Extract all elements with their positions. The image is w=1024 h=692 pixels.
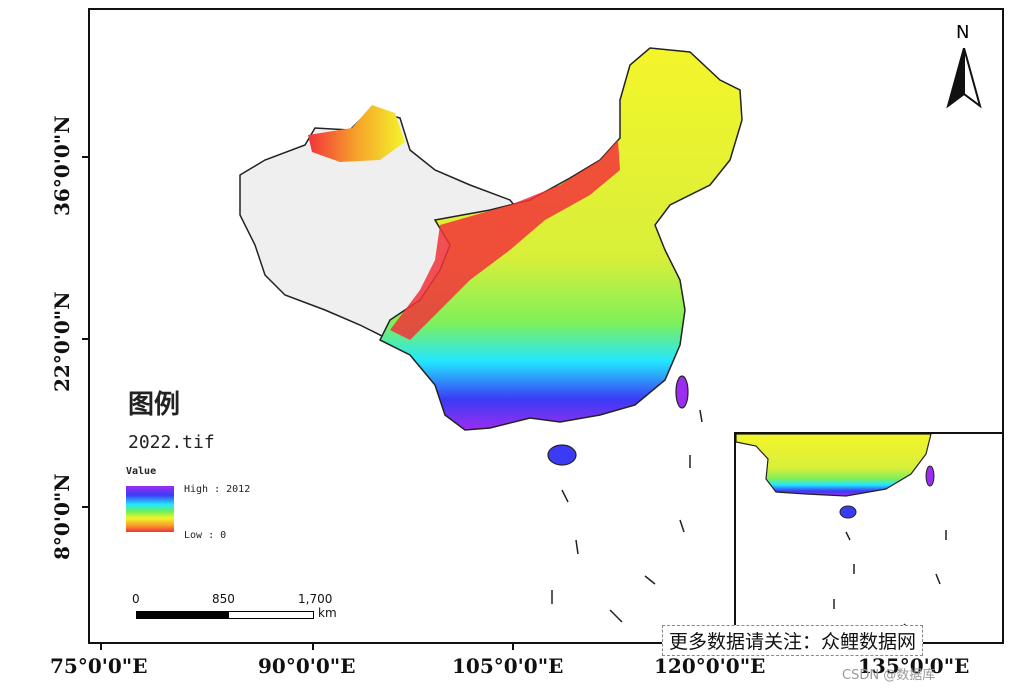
lon-tick: [100, 644, 102, 650]
northern-band-region: [390, 140, 620, 340]
legend-low-label: Low : 0: [184, 530, 227, 541]
north-arrow: N: [944, 22, 984, 110]
lon-label-120: 120°0'0"E: [654, 654, 766, 678]
nine-dash-line: [551, 409, 703, 623]
lat-label-36: 36°0'0"N: [50, 115, 74, 217]
legend-color-ramp: [126, 486, 174, 532]
lat-label-8: 8°0'0"N: [50, 473, 74, 560]
lat-label-22: 22°0'0"N: [50, 291, 74, 393]
scale-bar-white: [228, 611, 314, 619]
legend-high-label: High : 2012: [184, 484, 251, 495]
china-map: [239, 47, 743, 623]
scale-tick-1700: 1,700: [298, 592, 333, 606]
hainan-island: [547, 444, 577, 466]
north-arrow-icon: [946, 48, 982, 109]
lat-tick: [82, 506, 88, 508]
lon-label-135: 135°0'0"E: [858, 654, 970, 678]
eastern-region: [378, 47, 743, 431]
lon-label-105: 105°0'0"E: [452, 654, 564, 678]
north-label: N: [956, 22, 970, 43]
legend-title: 图例: [128, 390, 181, 420]
lon-tick: [312, 644, 314, 650]
watermark-banner: 更多数据请关注：众鲤数据网: [662, 625, 924, 656]
scale-tick-850: 850: [212, 592, 235, 606]
lon-label-75: 75°0'0"E: [50, 654, 148, 678]
xinjiang-north-region: [308, 105, 405, 162]
legend-value-heading: Value: [126, 466, 157, 477]
scale-unit: km: [318, 606, 337, 620]
legend-file-name: 2022.tif: [128, 432, 215, 453]
inset-map: [736, 434, 947, 633]
lat-tick: [82, 338, 88, 340]
map-frame: [88, 8, 1004, 644]
south-sea-inset: [734, 432, 1004, 644]
taiwan-island: [675, 375, 689, 409]
lat-tick: [82, 156, 88, 158]
lon-label-90: 90°0'0"E: [258, 654, 356, 678]
scale-bar-black: [136, 611, 228, 619]
scale-tick-0: 0: [132, 592, 140, 606]
csdn-credit: CSDN @数据库: [842, 668, 936, 683]
lon-tick: [512, 644, 514, 650]
